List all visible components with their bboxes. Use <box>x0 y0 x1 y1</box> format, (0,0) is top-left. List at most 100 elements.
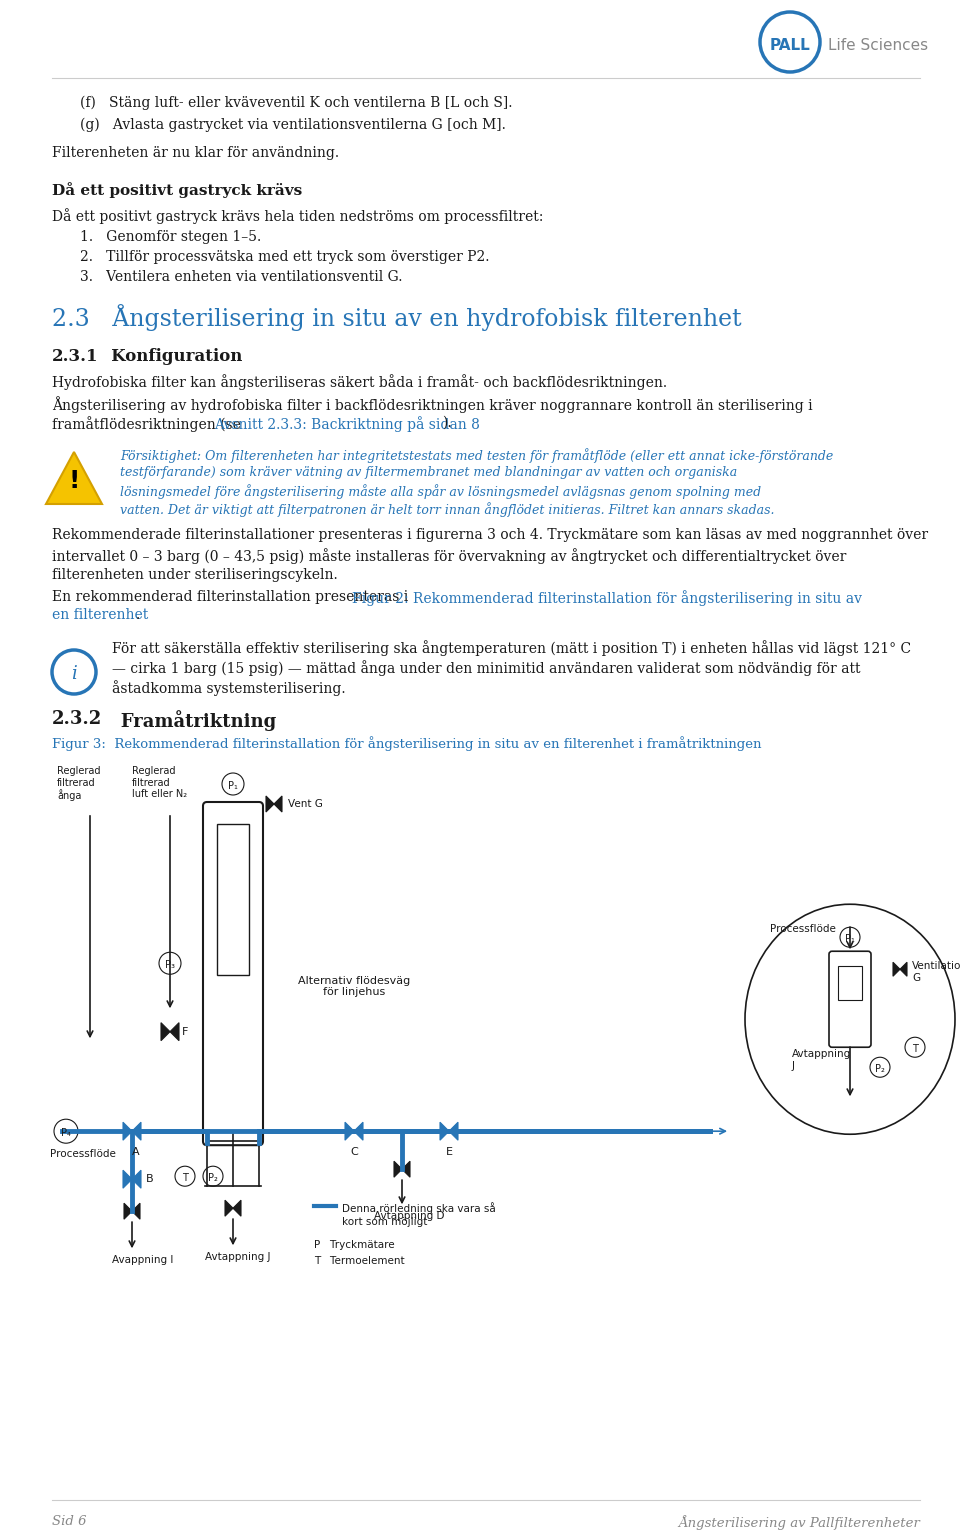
Text: En rekommenderad filterinstallation presenteras i: En rekommenderad filterinstallation pres… <box>52 590 413 604</box>
Circle shape <box>203 1167 223 1187</box>
Text: Då ett positivt gastryck krävs: Då ett positivt gastryck krävs <box>52 182 302 198</box>
Text: T: T <box>912 1044 918 1055</box>
Text: 2.   Tillför processvätska med ett tryck som överstiger P2.: 2. Tillför processvätska med ett tryck s… <box>80 250 490 264</box>
Polygon shape <box>274 796 282 812</box>
Bar <box>217 825 249 975</box>
Text: Avsnitt 2.3.3: Backriktning på sidan 8: Avsnitt 2.3.3: Backriktning på sidan 8 <box>214 415 480 432</box>
Text: !: ! <box>68 469 80 492</box>
Text: Avappning I: Avappning I <box>112 1256 174 1265</box>
Bar <box>838 966 862 1001</box>
Polygon shape <box>893 963 900 977</box>
Text: Försiktighet: Om filterenheten har integritetstestats med testen för framåtflöde: Försiktighet: Om filterenheten har integ… <box>120 448 833 463</box>
Text: P₂: P₂ <box>876 1064 885 1075</box>
Text: Processflöde: Processflöde <box>770 924 836 934</box>
Text: 2.3.2: 2.3.2 <box>52 710 103 728</box>
Polygon shape <box>132 1170 141 1188</box>
Text: Life Sciences: Life Sciences <box>828 38 928 54</box>
Polygon shape <box>170 1023 179 1041</box>
Text: vatten. Det är viktigt att filterpatronen är helt torr innan ångflödet initieras: vatten. Det är viktigt att filterpatrone… <box>120 501 775 517</box>
Text: (g)   Avlasta gastrycket via ventilationsventilerna G [och M].: (g) Avlasta gastrycket via ventilationsv… <box>80 118 506 132</box>
Text: Ångsterilisering av hydrofobiska filter i backflödesriktningen kräver noggrannar: Ångsterilisering av hydrofobiska filter … <box>52 396 812 412</box>
Polygon shape <box>266 796 274 812</box>
Text: P₂: P₂ <box>208 1173 218 1183</box>
Circle shape <box>175 1167 195 1187</box>
Polygon shape <box>233 1200 241 1216</box>
Text: Alternativ flödesväg
för linjehus: Alternativ flödesväg för linjehus <box>298 975 410 998</box>
Circle shape <box>840 927 860 947</box>
Text: Filterenheten är nu klar för användning.: Filterenheten är nu klar för användning. <box>52 146 339 159</box>
Polygon shape <box>394 1160 402 1177</box>
Text: Denna rörledning ska vara så: Denna rörledning ska vara så <box>342 1202 495 1214</box>
Text: A: A <box>132 1147 140 1157</box>
Text: För att säkerställa effektiv sterilisering ska ångtemperaturen (mätt i position : För att säkerställa effektiv steriliseri… <box>112 639 911 656</box>
Text: lösningsmedel före ångsterilisering måste alla spår av lösningsmedel avlägsnas g: lösningsmedel före ångsterilisering måst… <box>120 484 761 498</box>
Text: Reglerad
filtrerad
luft eller N₂: Reglerad filtrerad luft eller N₂ <box>132 766 187 799</box>
Text: E: E <box>445 1147 452 1157</box>
Text: F: F <box>182 1027 188 1036</box>
Text: ).: ). <box>442 415 451 429</box>
Text: Ventilation
G: Ventilation G <box>912 961 960 983</box>
Circle shape <box>54 1119 78 1144</box>
Circle shape <box>159 952 181 975</box>
Text: Avtappning J: Avtappning J <box>205 1252 271 1262</box>
Circle shape <box>870 1058 890 1078</box>
Polygon shape <box>345 1122 354 1141</box>
Polygon shape <box>132 1203 140 1219</box>
Polygon shape <box>123 1122 132 1141</box>
Text: PALL: PALL <box>770 38 810 54</box>
Polygon shape <box>440 1122 449 1141</box>
Text: C: C <box>350 1147 358 1157</box>
Polygon shape <box>354 1122 363 1141</box>
Text: Avtappning D: Avtappning D <box>374 1211 444 1222</box>
Text: — cirka 1 barg (15 psig) — mättad ånga under den minimitid användaren validerat : — cirka 1 barg (15 psig) — mättad ånga u… <box>112 661 860 676</box>
Text: Konfiguration: Konfiguration <box>94 348 242 365</box>
Text: filterenheten under steriliseringscykeln.: filterenheten under steriliseringscykeln… <box>52 569 338 583</box>
Text: Figur 2: Rekommenderad filterinstallation för ångsterilisering in situ av: Figur 2: Rekommenderad filterinstallatio… <box>352 590 862 606</box>
Text: T: T <box>182 1173 188 1183</box>
Text: P₄: P₄ <box>61 1128 71 1137</box>
Text: Sid 6: Sid 6 <box>52 1515 86 1528</box>
Text: testförfarande) som kräver vätning av filtermembranet med blandningar av vatten : testförfarande) som kräver vätning av fi… <box>120 466 737 478</box>
Text: kort som möjligt: kort som möjligt <box>342 1217 427 1226</box>
Text: Figur 3:  Rekommenderad filterinstallation för ångsterilisering in situ av en fi: Figur 3: Rekommenderad filterinstallatio… <box>52 736 761 751</box>
Polygon shape <box>402 1160 410 1177</box>
Text: Hydrofobiska filter kan ångsteriliseras säkert båda i framåt- och backflödesrikt: Hydrofobiska filter kan ångsteriliseras … <box>52 374 667 389</box>
Text: 2.3.1: 2.3.1 <box>52 348 99 365</box>
Polygon shape <box>900 963 907 977</box>
Text: .: . <box>136 609 140 622</box>
Text: Vent G: Vent G <box>288 799 323 809</box>
Polygon shape <box>46 452 102 504</box>
Text: (f)   Stäng luft- eller kväveventil K och ventilerna B [L och S].: (f) Stäng luft- eller kväveventil K och … <box>80 97 513 110</box>
Polygon shape <box>123 1170 132 1188</box>
Ellipse shape <box>745 904 955 1134</box>
Text: 3.   Ventilera enheten via ventilationsventil G.: 3. Ventilera enheten via ventilationsven… <box>80 270 402 284</box>
Text: en filterenhet: en filterenhet <box>52 609 148 622</box>
Text: T   Termoelement: T Termoelement <box>314 1256 404 1266</box>
FancyBboxPatch shape <box>829 952 871 1047</box>
Polygon shape <box>132 1122 141 1141</box>
Polygon shape <box>225 1200 233 1216</box>
Text: P₁: P₁ <box>845 934 855 944</box>
Text: Processflöde: Processflöde <box>50 1150 116 1159</box>
Text: Avtappning
J: Avtappning J <box>792 1049 852 1072</box>
Text: åstadkomma systemsterilisering.: åstadkomma systemsterilisering. <box>112 681 346 696</box>
Polygon shape <box>124 1203 132 1219</box>
Text: P₁: P₁ <box>228 780 238 791</box>
Text: intervallet 0 – 3 barg (0 – 43,5 psig) måste installeras för övervakning av ångt: intervallet 0 – 3 barg (0 – 43,5 psig) m… <box>52 547 847 564</box>
Text: P   Tryckmätare: P Tryckmätare <box>314 1240 395 1249</box>
FancyBboxPatch shape <box>203 802 263 1145</box>
Circle shape <box>905 1038 925 1058</box>
Text: B: B <box>146 1174 154 1183</box>
Text: P₃: P₃ <box>165 960 175 970</box>
Polygon shape <box>161 1023 170 1041</box>
Text: Framåtriktning: Framåtriktning <box>102 710 276 731</box>
Polygon shape <box>449 1122 458 1141</box>
Text: Rekommenderade filterinstallationer presenteras i figurerna 3 och 4. Tryckmätare: Rekommenderade filterinstallationer pres… <box>52 527 928 543</box>
Text: Reglerad
filtrerad
ånga: Reglerad filtrerad ånga <box>57 766 101 802</box>
Circle shape <box>222 773 244 796</box>
Text: 1.   Genomför stegen 1–5.: 1. Genomför stegen 1–5. <box>80 230 261 244</box>
Text: Ångsterilisering av Pallfilterenheter: Ångsterilisering av Pallfilterenheter <box>678 1515 920 1530</box>
Text: framåtflödesriktningen (se: framåtflödesriktningen (se <box>52 415 245 432</box>
Text: Då ett positivt gastryck krävs hela tiden nedströms om processfiltret:: Då ett positivt gastryck krävs hela tide… <box>52 208 543 224</box>
Text: i: i <box>71 665 77 684</box>
